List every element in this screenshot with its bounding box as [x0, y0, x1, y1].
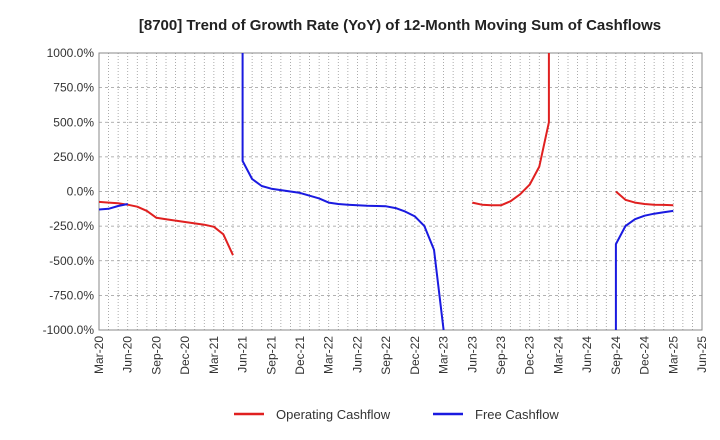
x-tick-label: Sep-20	[149, 336, 163, 375]
series-free-cashflow	[99, 53, 674, 330]
y-tick-label: -500.0%	[49, 254, 94, 268]
x-tick-label: Jun-23	[465, 336, 479, 373]
x-tick-label: Mar-22	[322, 336, 336, 374]
y-axis-ticks: 1000.0% 750.0% 500.0% 250.0% 0.0% -250.0% -500…	[43, 46, 95, 337]
x-axis-ticks: Mar-20 Jun-20 Sep-20 Dec-20 Mar-21 Jun-21 Sep-…	[92, 336, 709, 375]
y-tick-label: 750.0%	[53, 81, 94, 95]
x-tick-label: Sep-24	[609, 336, 623, 375]
x-tick-label: Dec-23	[523, 336, 537, 375]
legend: Operating Cashflow Free Cashflow	[234, 407, 559, 422]
series-operating-cashflow	[99, 53, 674, 256]
x-tick-label: Jun-21	[236, 336, 250, 373]
x-tick-label: Dec-21	[293, 336, 307, 375]
x-tick-label: Jun-24	[580, 336, 594, 373]
legend-label: Free Cashflow	[475, 407, 559, 422]
x-tick-label: Mar-23	[437, 336, 451, 374]
x-tick-label: Sep-23	[494, 336, 508, 375]
y-tick-label: -750.0%	[49, 288, 94, 302]
y-tick-label: 0.0%	[67, 185, 95, 199]
series-line-segment	[99, 200, 234, 256]
x-tick-label: Dec-20	[178, 336, 192, 375]
x-tick-label: Dec-22	[408, 336, 422, 375]
y-tick-label: 1000.0%	[47, 46, 95, 60]
legend-label: Operating Cashflow	[276, 407, 391, 422]
x-tick-label: Sep-21	[264, 336, 278, 375]
x-tick-label: Sep-22	[379, 336, 393, 375]
y-tick-label: 250.0%	[53, 150, 94, 164]
series-line-segment	[99, 203, 128, 211]
x-tick-label: Mar-25	[666, 336, 680, 374]
y-tick-label: -1000.0%	[43, 323, 95, 337]
chart-grid	[99, 53, 702, 330]
series-line-segment	[241, 53, 445, 330]
x-tick-label: Jun-22	[350, 336, 364, 373]
y-tick-label: -250.0%	[49, 219, 94, 233]
x-tick-label: Jun-25	[695, 336, 709, 373]
x-tick-label: Mar-21	[207, 336, 221, 374]
x-tick-label: Mar-24	[551, 336, 565, 374]
y-tick-label: 500.0%	[53, 115, 94, 129]
x-tick-label: Jun-20	[121, 336, 135, 373]
chart-title: [8700] Trend of Growth Rate (YoY) of 12-…	[139, 17, 661, 34]
plot-area-frame	[98, 52, 703, 331]
series-line-segment	[615, 190, 674, 207]
series-layer	[99, 53, 674, 330]
x-tick-label: Dec-24	[638, 336, 652, 375]
x-tick-label: Mar-20	[92, 336, 106, 374]
series-line-segment	[472, 53, 550, 207]
series-line-segment	[614, 209, 674, 330]
